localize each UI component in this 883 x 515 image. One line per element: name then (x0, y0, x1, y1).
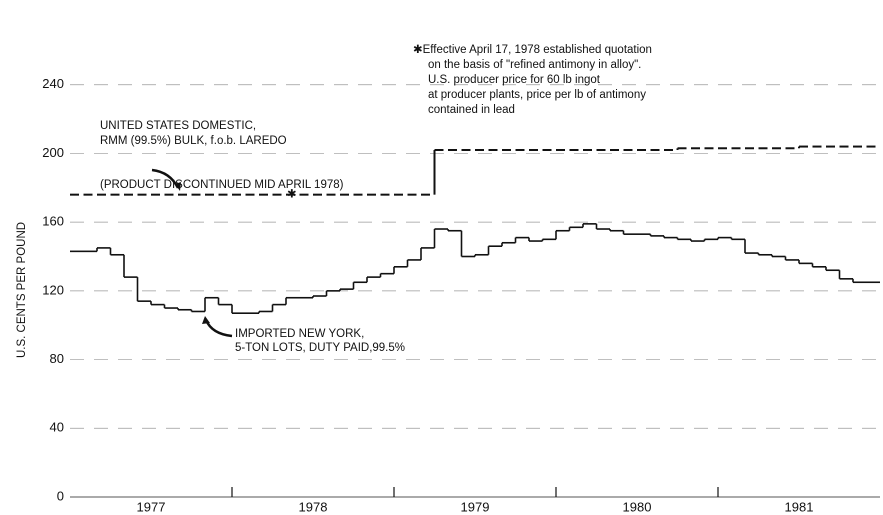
annotation: at producer plants, price per lb of anti… (428, 89, 646, 101)
arrow-head (202, 316, 210, 324)
x-tick-label: 1977 (137, 499, 166, 514)
y-tick-label: 160 (42, 214, 64, 229)
annotation: on the basis of "refined antimony in all… (428, 59, 641, 71)
annotation: contained in lead (428, 104, 515, 116)
annotation: IMPORTED NEW YORK, (235, 328, 364, 340)
y-tick-label: 120 (42, 282, 64, 297)
annotation: 5-TON LOTS, DUTY PAID,99.5% (235, 342, 405, 354)
x-tick-label: 1978 (299, 499, 328, 514)
y-tick-label: 240 (42, 76, 64, 91)
arrow (204, 319, 233, 338)
annotation: RMM (99.5%) BULK, f.o.b. LAREDO (100, 135, 287, 147)
y-axis-label: U.S. CENTS PER POUND (16, 222, 28, 358)
y-tick-label: 80 (50, 351, 64, 366)
arrow-head (175, 182, 181, 191)
y-tick-label: 40 (50, 420, 64, 435)
annotation: (PRODUCT DISCONTINUED MID APRIL 1978) (100, 179, 344, 191)
annotation: UNITED STATES DOMESTIC, (100, 120, 256, 132)
annotation: ✱Effective April 17, 1978 established qu… (413, 44, 652, 56)
x-tick-label: 1981 (785, 499, 814, 514)
x-tick-label: 1980 (623, 499, 652, 514)
x-tick-label: 1979 (461, 499, 490, 514)
annotation: U.S. producer price for 60 lb ingot (428, 74, 601, 86)
annotation: ✱ (287, 189, 297, 201)
y-tick-label: 200 (42, 145, 64, 160)
y-tick-label: 0 (57, 488, 64, 503)
